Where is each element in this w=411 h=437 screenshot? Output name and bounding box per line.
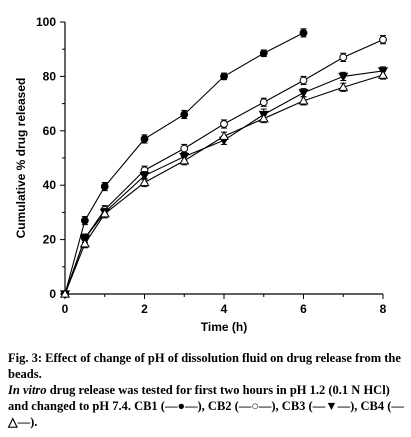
series-4	[59, 69, 389, 298]
marker-filled-circle	[80, 216, 89, 225]
y-axis-label: Cumulative % drug released	[14, 78, 28, 239]
y-tick-label: 60	[43, 124, 57, 138]
caption-title: Fig. 3: Effect of change of pH of dissol…	[8, 351, 401, 381]
series-3	[59, 66, 389, 300]
figure-caption: Fig. 3: Effect of change of pH of dissol…	[8, 350, 406, 430]
x-tick-label: 8	[380, 302, 387, 316]
marker-open-circle	[339, 53, 348, 62]
marker-open-triangle-up	[218, 131, 230, 140]
marker-filled-circle	[220, 72, 228, 81]
series-line	[64, 74, 384, 295]
marker-open-triangle-up	[377, 69, 389, 79]
marker-open-circle	[379, 35, 387, 44]
marker-open-triangle-up	[298, 95, 309, 105]
marker-filled-triangle-down	[338, 72, 349, 82]
marker-filled-triangle-down	[298, 89, 309, 98]
marker-open-triangle-up	[179, 155, 190, 165]
marker-open-triangle-up	[59, 288, 71, 298]
marker-filled-circle	[259, 49, 268, 58]
y-tick-label: 0	[49, 287, 56, 301]
x-tick-label: 0	[62, 302, 69, 316]
series-line	[64, 70, 384, 295]
marker-open-triangle-up	[338, 82, 349, 91]
x-axis-label: Time (h)	[201, 320, 247, 334]
marker-open-circle	[299, 76, 308, 85]
marker-open-triangle-up	[79, 238, 90, 248]
marker-open-triangle-up	[139, 177, 150, 187]
marker-open-triangle-up	[258, 113, 269, 123]
marker-filled-triangle-down	[139, 172, 150, 181]
caption-rest: drug release was tested for first two ho…	[8, 383, 404, 429]
y-tick-label: 100	[36, 15, 56, 29]
x-tick-label: 4	[221, 302, 228, 316]
marker-open-circle	[259, 98, 268, 107]
caption-italic-prefix: In vitro	[8, 383, 47, 397]
x-tick-label: 2	[141, 302, 148, 316]
y-tick-label: 40	[43, 178, 57, 192]
y-tick-label: 20	[43, 233, 57, 247]
series-line	[64, 39, 384, 295]
marker-filled-circle	[299, 28, 308, 37]
marker-filled-circle	[140, 135, 149, 143]
y-tick-label: 80	[43, 69, 57, 83]
series-line	[64, 32, 304, 295]
caption-body: In vitro drug release was tested for fir…	[8, 382, 406, 430]
marker-filled-circle	[100, 182, 109, 191]
marker-open-circle	[180, 144, 189, 153]
chart-plot-area	[59, 28, 389, 300]
marker-filled-circle	[180, 110, 189, 119]
marker-open-circle	[220, 120, 228, 128]
marker-open-triangle-up	[99, 208, 110, 218]
x-tick-label: 6	[300, 302, 307, 316]
